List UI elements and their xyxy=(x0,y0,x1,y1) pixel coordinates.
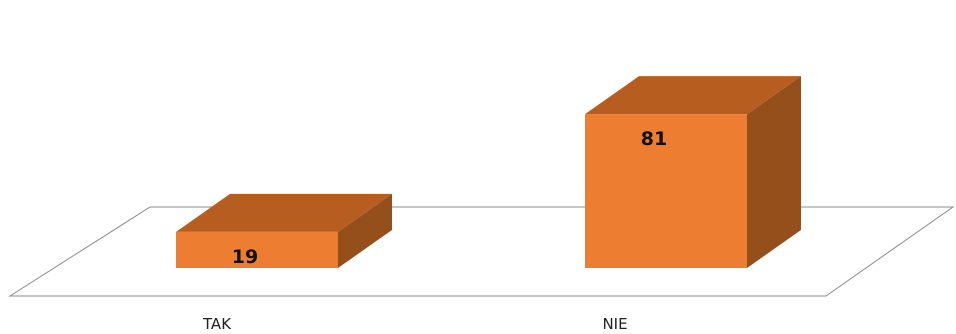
data-label-tak: 19 xyxy=(232,246,258,268)
bar-nie-top xyxy=(585,76,801,115)
bars-group xyxy=(176,76,801,268)
category-label-tak: TAK xyxy=(202,315,232,333)
labels-group: 19 TAK 81 NIE xyxy=(202,128,667,333)
category-label-nie: NIE xyxy=(602,315,627,333)
bar-nie xyxy=(585,114,747,268)
bar-tak-top xyxy=(176,193,392,232)
data-label-nie: 81 xyxy=(641,128,667,150)
bar-tak-side xyxy=(338,193,392,268)
bar-nie-side xyxy=(747,76,801,268)
bar-tak xyxy=(176,231,338,268)
chart-floor xyxy=(8,206,955,297)
